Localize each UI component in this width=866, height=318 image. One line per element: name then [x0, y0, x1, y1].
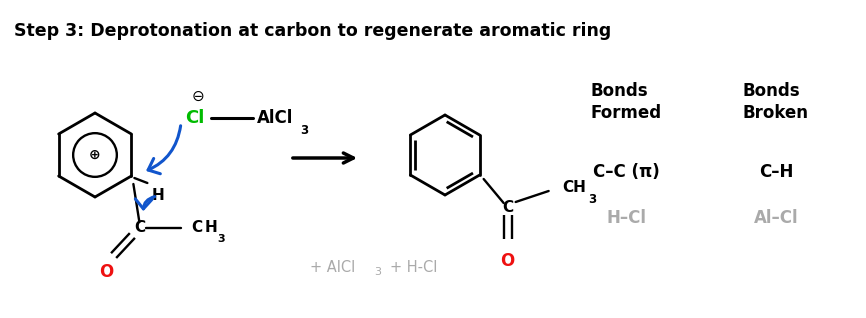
Text: C–C (π): C–C (π) — [592, 163, 659, 181]
Text: H: H — [204, 220, 217, 236]
Text: Al–Cl: Al–Cl — [753, 209, 798, 227]
Text: ⊕: ⊕ — [89, 148, 100, 162]
Text: Step 3: Deprotonation at carbon to regenerate aromatic ring: Step 3: Deprotonation at carbon to regen… — [14, 22, 611, 40]
Text: C: C — [502, 199, 514, 215]
Text: AlCl: AlCl — [257, 109, 294, 127]
FancyArrowPatch shape — [135, 197, 155, 209]
Text: Bonds
Broken: Bonds Broken — [743, 82, 809, 122]
Text: 3: 3 — [217, 234, 225, 244]
Text: H–Cl: H–Cl — [606, 209, 646, 227]
Text: O: O — [501, 252, 514, 270]
Text: Bonds
Formed: Bonds Formed — [591, 82, 662, 122]
Text: 3: 3 — [300, 124, 308, 137]
Text: + AlCl: + AlCl — [310, 260, 355, 275]
Text: + H-Cl: + H-Cl — [390, 260, 437, 275]
Text: C: C — [191, 220, 203, 236]
Text: Cl: Cl — [185, 109, 204, 127]
Text: 3: 3 — [374, 267, 381, 277]
Text: O: O — [100, 263, 113, 281]
Text: H: H — [152, 188, 165, 203]
Text: 3: 3 — [589, 193, 597, 206]
Text: ⊖: ⊖ — [191, 88, 204, 103]
Text: C–H: C–H — [759, 163, 793, 181]
Text: C: C — [134, 220, 145, 236]
Text: CH: CH — [563, 179, 586, 195]
FancyArrowPatch shape — [148, 126, 181, 174]
